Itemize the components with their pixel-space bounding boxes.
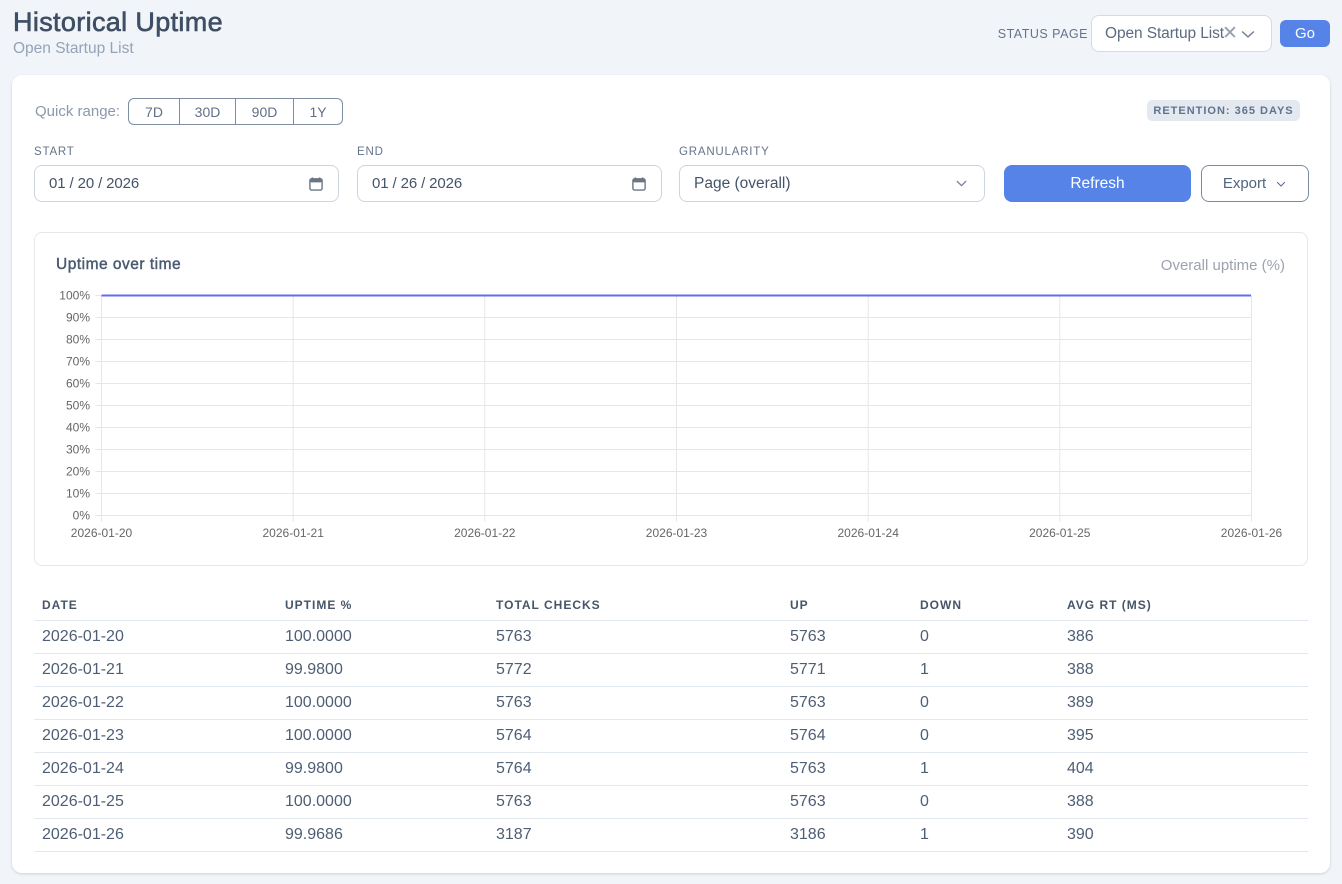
- svg-text:2026-01-23: 2026-01-23: [646, 526, 708, 540]
- svg-text:2026-01-20: 2026-01-20: [71, 526, 133, 540]
- svg-text:2026-01-21: 2026-01-21: [263, 526, 325, 540]
- svg-text:2026-01-26: 2026-01-26: [1221, 526, 1283, 540]
- svg-text:20%: 20%: [66, 465, 90, 479]
- svg-text:2026-01-24: 2026-01-24: [838, 526, 900, 540]
- svg-text:0%: 0%: [73, 509, 91, 523]
- svg-text:90%: 90%: [66, 311, 90, 325]
- svg-text:60%: 60%: [66, 377, 90, 391]
- svg-text:10%: 10%: [66, 487, 90, 501]
- svg-text:2026-01-25: 2026-01-25: [1029, 526, 1091, 540]
- svg-text:100%: 100%: [59, 289, 90, 303]
- svg-text:30%: 30%: [66, 443, 90, 457]
- svg-text:80%: 80%: [66, 333, 90, 347]
- svg-text:70%: 70%: [66, 355, 90, 369]
- svg-text:2026-01-22: 2026-01-22: [454, 526, 516, 540]
- svg-text:40%: 40%: [66, 421, 90, 435]
- svg-text:50%: 50%: [66, 399, 90, 413]
